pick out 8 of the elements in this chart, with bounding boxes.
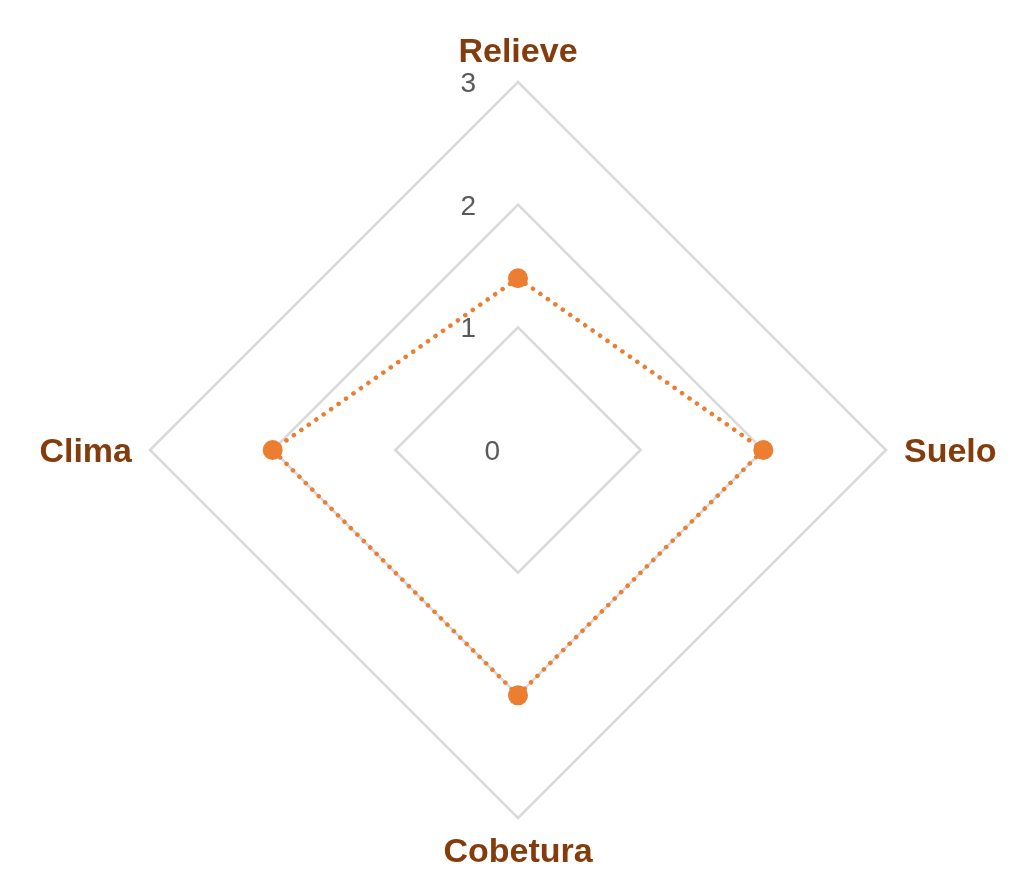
y-tick-label: 3 bbox=[460, 67, 476, 98]
spoke-label: Cobetura bbox=[443, 831, 594, 869]
y-tick-label: 1 bbox=[460, 312, 476, 344]
spoke-label: Clima bbox=[39, 431, 134, 469]
y-tick-label: 0 bbox=[484, 435, 500, 466]
spoke-label: Relieve bbox=[458, 31, 578, 69]
y-tick-label: 2 bbox=[460, 189, 476, 221]
spoke-label: Suelo bbox=[904, 431, 997, 469]
